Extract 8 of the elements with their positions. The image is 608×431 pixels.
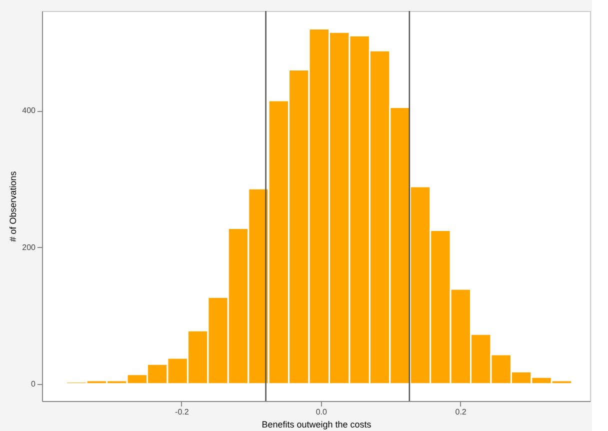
y-tick-label: 200 [22, 242, 36, 252]
y-tick-label: 400 [22, 106, 36, 116]
x-tick-label: 0.2 [455, 408, 467, 416]
y-tick-label: 0 [31, 379, 36, 388]
x-tick-label: -0.2 [175, 408, 190, 416]
y-axis-title: # of Observations [8, 170, 18, 242]
x-tick-label: 0.0 [316, 408, 328, 416]
x-axis-title: Benefits outweigh the costs [262, 420, 372, 430]
